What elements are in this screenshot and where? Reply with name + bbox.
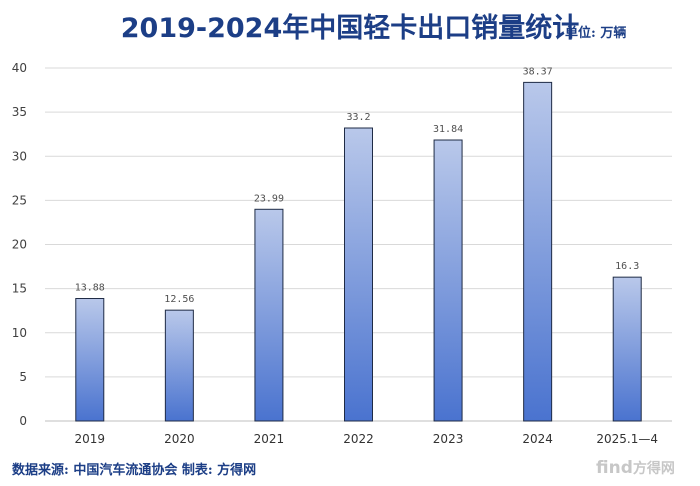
x-tick-label: 2021 — [254, 432, 285, 446]
unit-label: 单位: 万辆 — [565, 26, 627, 41]
y-tick-label: 25 — [12, 193, 27, 207]
y-tick-label: 10 — [12, 326, 27, 340]
y-tick-label: 20 — [12, 238, 27, 252]
watermark-logo: find方得网 — [596, 458, 675, 478]
bar — [164, 309, 194, 422]
y-tick-label: 40 — [12, 61, 27, 75]
y-tick-label: 30 — [12, 149, 27, 163]
y-tick-label: 15 — [12, 282, 27, 296]
bar — [433, 139, 463, 422]
watermark-latin: find — [596, 458, 633, 478]
x-tick-label: 2025.1—4 — [596, 432, 658, 446]
y-tick-label: 35 — [12, 105, 27, 119]
y-tick-label: 5 — [19, 370, 27, 384]
y-tick-label: 0 — [19, 414, 27, 428]
bar — [254, 208, 284, 422]
value-labels: 13.88 12.56 23.99 33.2 31.84 38.37 16.3 — [75, 66, 640, 305]
bar — [612, 276, 642, 422]
x-tick-label: 2022 — [343, 432, 374, 446]
data-label: 33.2 — [346, 112, 370, 123]
data-label: 31.84 — [433, 124, 463, 135]
data-label: 38.37 — [523, 66, 553, 77]
x-tick-label: 2024 — [522, 432, 553, 446]
chart-title: 2019-2024年中国轻卡出口销量统计 — [120, 13, 580, 44]
bar — [523, 81, 553, 422]
bars — [75, 81, 642, 422]
x-axis-ticks: 2019 2020 2021 2022 2023 2024 2025.1—4 — [75, 432, 659, 446]
x-tick-label: 2019 — [75, 432, 106, 446]
data-label: 16.3 — [615, 261, 639, 272]
bar — [75, 298, 105, 422]
data-label: 23.99 — [254, 193, 284, 204]
source-note: 数据来源: 中国汽车流通协会 制表: 方得网 — [12, 463, 257, 478]
x-tick-label: 2023 — [433, 432, 464, 446]
bar — [344, 127, 373, 422]
x-tick-label: 2020 — [164, 432, 195, 446]
watermark-cn: 方得网 — [632, 461, 675, 477]
data-label: 13.88 — [75, 283, 105, 294]
y-axis-ticks: 0 5 10 15 20 25 30 35 40 — [12, 61, 27, 428]
data-label: 12.56 — [164, 294, 194, 305]
